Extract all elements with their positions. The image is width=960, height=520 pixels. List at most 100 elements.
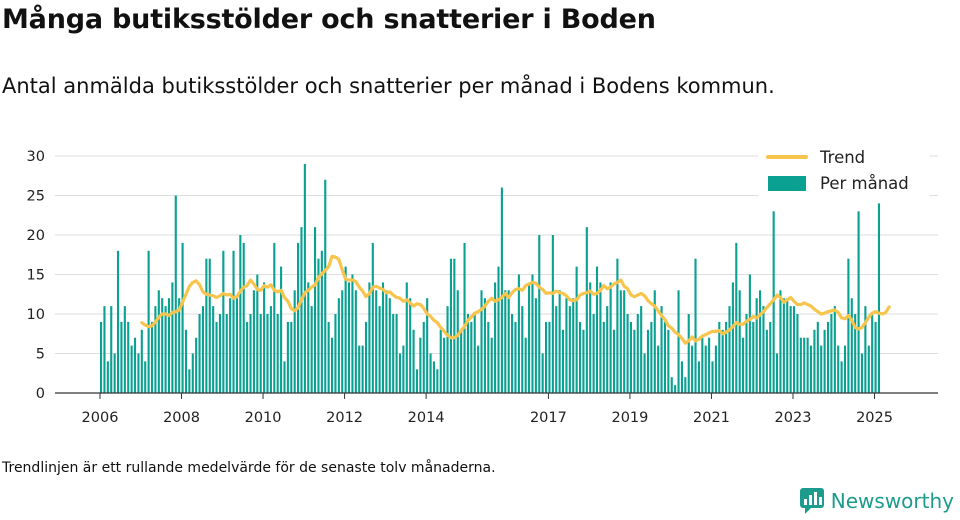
x-tick-label: 2012	[326, 410, 363, 426]
bar	[164, 306, 167, 393]
bar	[840, 361, 843, 393]
bar	[545, 321, 548, 393]
bar	[762, 306, 765, 393]
bar	[803, 337, 806, 393]
bar	[561, 329, 565, 393]
bar	[782, 298, 785, 393]
bar	[504, 290, 507, 393]
bar	[565, 298, 568, 393]
bar	[123, 306, 126, 393]
bar	[837, 345, 840, 393]
brand-logo[interactable]: Newsworthy	[799, 487, 954, 515]
bar	[820, 345, 823, 393]
bar	[398, 353, 402, 393]
bar	[157, 290, 160, 393]
bar	[466, 314, 469, 393]
bar	[633, 329, 636, 393]
bar	[167, 298, 171, 393]
bar	[232, 250, 235, 393]
bar	[514, 321, 517, 393]
bar	[799, 337, 802, 393]
bar	[874, 321, 877, 393]
y-axis-labels: 0 5 10 15 20 25 30	[27, 149, 45, 402]
bar	[283, 361, 286, 393]
bar	[222, 250, 225, 393]
bar	[293, 290, 296, 393]
bar	[188, 369, 191, 393]
bar	[585, 227, 588, 393]
bar	[150, 321, 154, 393]
bar	[388, 298, 391, 393]
bar	[521, 306, 524, 393]
trend-line	[140, 254, 891, 345]
bar	[392, 314, 395, 393]
chart-title: Många butiksstölder och snatterier i Bod…	[2, 4, 656, 35]
bar	[847, 258, 850, 393]
bar	[405, 282, 408, 393]
x-tick-label: 2019	[611, 410, 648, 426]
bar	[137, 353, 140, 393]
bar	[334, 314, 337, 393]
bar	[133, 337, 137, 393]
bar	[507, 290, 510, 393]
bar	[195, 337, 198, 393]
bar	[796, 314, 799, 393]
bar	[429, 353, 432, 393]
bar	[361, 345, 364, 393]
bar	[266, 314, 269, 393]
bar	[646, 329, 650, 393]
bar	[327, 321, 330, 393]
bar	[344, 266, 347, 393]
newsworthy-logo-icon	[799, 488, 824, 514]
bar	[850, 298, 853, 393]
bar	[443, 337, 446, 393]
bar	[643, 353, 646, 393]
bar	[813, 329, 816, 393]
bar	[171, 282, 174, 393]
bar	[558, 290, 561, 393]
bar	[116, 250, 120, 393]
bar	[378, 306, 381, 393]
bar	[381, 282, 385, 393]
bar	[636, 314, 639, 393]
bar	[755, 298, 758, 393]
bar	[436, 369, 439, 393]
bar	[854, 314, 857, 393]
bar	[752, 321, 755, 393]
bar	[667, 329, 670, 393]
bar	[572, 298, 575, 393]
legend-swatch-bars	[768, 176, 806, 191]
bar	[422, 321, 425, 393]
bar	[252, 290, 255, 393]
bar	[395, 314, 398, 393]
bar	[113, 353, 116, 393]
bar	[201, 306, 205, 393]
bar	[375, 290, 378, 393]
bar	[663, 321, 667, 393]
y-tick-label: 0	[36, 386, 45, 402]
bar	[494, 282, 497, 393]
bar	[606, 306, 609, 393]
bar	[626, 314, 629, 393]
bar	[460, 329, 463, 393]
bar	[517, 274, 520, 393]
bar	[147, 250, 150, 393]
bar	[599, 282, 602, 393]
bar	[317, 258, 320, 393]
y-tick-label: 30	[27, 149, 45, 165]
bar	[100, 321, 103, 393]
bar	[473, 314, 476, 393]
bar	[843, 345, 847, 393]
bar	[347, 282, 351, 393]
bar	[769, 321, 772, 393]
bar	[640, 306, 643, 393]
x-tick-label: 2014	[408, 410, 445, 426]
bar	[670, 377, 673, 393]
bar	[816, 321, 819, 393]
bar	[511, 314, 514, 393]
bar	[385, 290, 388, 393]
bar	[120, 321, 123, 393]
bar	[684, 377, 687, 393]
bar	[867, 345, 870, 393]
